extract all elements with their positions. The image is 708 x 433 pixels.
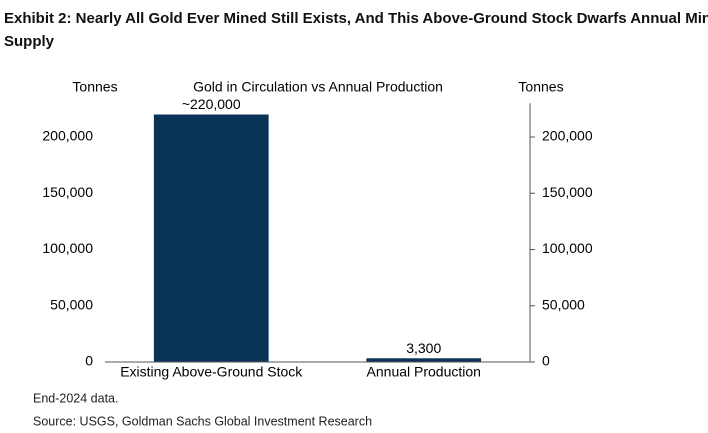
- y-tick-label: 0: [85, 353, 93, 369]
- source: Source: USGS, Goldman Sachs Global Inves…: [33, 414, 372, 428]
- bar: [366, 358, 482, 362]
- y-tick-label: 50,000: [50, 296, 93, 312]
- footnote: End-2024 data.: [33, 391, 119, 405]
- y2-axis-title: Tonnes: [518, 79, 563, 95]
- y2-tick-label: 100,000: [542, 240, 593, 256]
- y2-tick-label: 200,000: [542, 128, 593, 144]
- x-tick-label: Annual Production: [367, 364, 481, 380]
- chart-title: Exhibit 2: Nearly All Gold Ever Mined St…: [4, 10, 708, 50]
- y2-tick-label: 50,000: [542, 296, 585, 312]
- y2-tick-label: 150,000: [542, 184, 593, 200]
- chart-subtitle: Gold in Circulation vs Annual Production: [193, 79, 443, 95]
- y-tick-label: 100,000: [42, 240, 93, 256]
- y-tick-label: 200,000: [42, 128, 93, 144]
- y2-tick-label: 0: [542, 353, 550, 369]
- data-label: 3,300: [406, 340, 441, 356]
- x-tick-label: Existing Above-Ground Stock: [120, 364, 303, 380]
- data-label: ~220,000: [182, 96, 241, 112]
- y-tick-label: 150,000: [42, 184, 93, 200]
- y-axis-title: Tonnes: [72, 79, 117, 95]
- bar: [153, 114, 269, 362]
